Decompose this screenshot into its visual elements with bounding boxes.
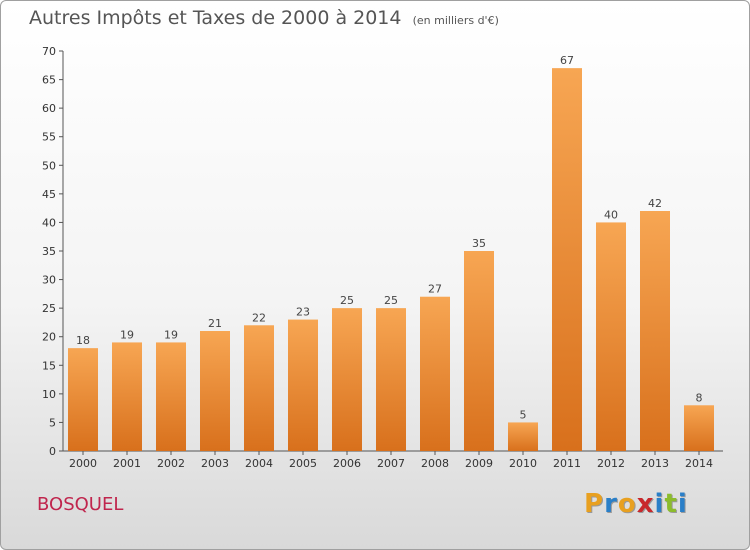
value-label-2012: 40 [604, 208, 618, 221]
chart-subtitle: (en milliers d'€) [412, 14, 499, 27]
value-label-2004: 22 [252, 311, 266, 324]
bar-2001 [112, 342, 142, 451]
x-tick-label: 2013 [641, 457, 669, 470]
x-tick-label: 2003 [201, 457, 229, 470]
logo-letter: i [677, 489, 688, 519]
bar-2014 [684, 405, 714, 451]
commune-name: BOSQUEL [37, 494, 124, 515]
y-tick-label: 20 [42, 331, 56, 344]
x-tick-label: 2007 [377, 457, 405, 470]
logo-letter: x [636, 489, 655, 519]
y-tick-label: 50 [42, 159, 56, 172]
y-tick-label: 0 [49, 445, 56, 458]
y-tick-label: 55 [42, 131, 56, 144]
logo-letter: r [604, 489, 618, 519]
y-tick-label: 70 [42, 45, 56, 58]
logo-letter: t [664, 489, 678, 519]
logo-letter: P [584, 489, 605, 519]
x-tick-label: 2005 [289, 457, 317, 470]
proxiti-logo: Proxiti [584, 489, 688, 519]
y-tick-label: 25 [42, 302, 56, 315]
value-label-2011: 67 [560, 54, 574, 67]
bar-2004 [244, 325, 274, 451]
y-tick-label: 30 [42, 274, 56, 287]
bar-2008 [420, 296, 450, 451]
value-label-2014: 8 [696, 391, 703, 404]
logo-letter: i [654, 489, 665, 519]
bar-2002 [156, 342, 186, 451]
y-tick-label: 60 [42, 102, 56, 115]
value-label-2010: 5 [520, 408, 527, 421]
y-tick-label: 5 [49, 416, 56, 429]
y-tick-label: 35 [42, 245, 56, 258]
value-label-2003: 21 [208, 317, 222, 330]
y-tick-label: 10 [42, 388, 56, 401]
x-tick-label: 2001 [113, 457, 141, 470]
bar-2003 [200, 331, 230, 451]
bar-2000 [68, 348, 98, 451]
bar-2009 [464, 251, 494, 451]
x-tick-label: 2002 [157, 457, 185, 470]
x-tick-label: 2010 [509, 457, 537, 470]
x-tick-label: 2004 [245, 457, 273, 470]
x-tick-label: 2006 [333, 457, 361, 470]
x-tick-label: 2012 [597, 457, 625, 470]
bar-2010 [508, 422, 538, 451]
value-labels: 18 19 19 21 22 23 25 25 27 35 5 67 40 42 8 [76, 54, 703, 421]
bar-2011 [552, 68, 582, 452]
value-label-2002: 19 [164, 328, 178, 341]
value-label-2008: 27 [428, 283, 442, 296]
bar-2005 [288, 319, 318, 451]
y-tick-label: 45 [42, 188, 56, 201]
x-tick-label: 2011 [553, 457, 581, 470]
x-axis: 2000 2001 2002 2003 2004 2005 2006 2007 2008 2009… [63, 450, 723, 470]
x-tick-label: 2000 [69, 457, 97, 470]
value-label-2005: 23 [296, 306, 310, 319]
bar-2007 [376, 308, 406, 451]
value-label-2001: 19 [120, 328, 134, 341]
x-tick-label: 2014 [685, 457, 713, 470]
bar-2013 [640, 211, 670, 451]
value-label-2006: 25 [340, 294, 354, 307]
bars [68, 68, 714, 452]
value-label-2009: 35 [472, 237, 486, 250]
y-tick-label: 65 [42, 74, 56, 87]
value-label-2013: 42 [648, 197, 662, 210]
y-tick-label: 40 [42, 216, 56, 229]
title-line: Autres Impôts et Taxes de 2000 à 2014 (e… [29, 7, 499, 29]
logo-letter: o [617, 489, 637, 519]
x-tick-label: 2008 [421, 457, 449, 470]
value-label-2000: 18 [76, 334, 90, 347]
x-tick-label: 2009 [465, 457, 493, 470]
chart-title: Autres Impôts et Taxes de 2000 à 2014 [29, 7, 402, 29]
value-label-2007: 25 [384, 294, 398, 307]
bar-2006 [332, 308, 362, 451]
bar-2012 [596, 222, 626, 451]
y-tick-label: 15 [42, 359, 56, 372]
y-axis: 0 5 10 15 20 25 30 35 40 45 50 55 60 65 70 [42, 45, 64, 458]
